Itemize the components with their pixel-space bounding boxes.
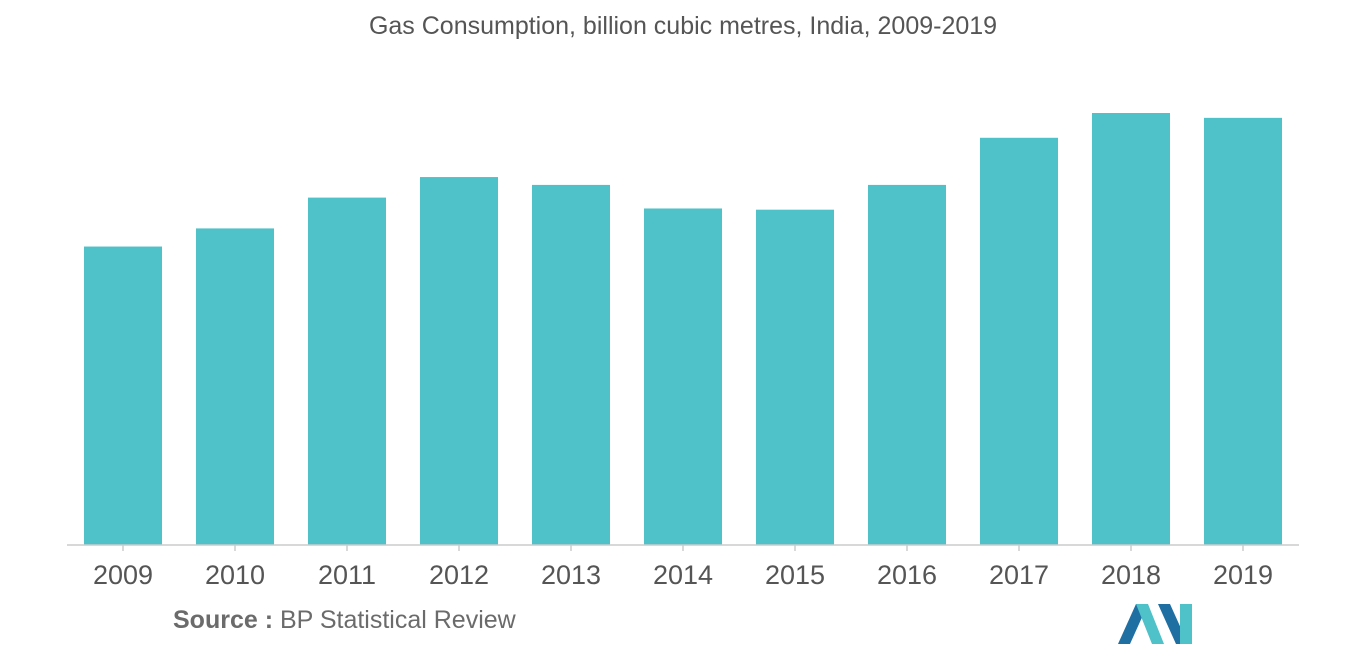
source-text: BP Statistical Review bbox=[279, 606, 516, 634]
mordor-intelligence-logo-icon bbox=[1118, 604, 1192, 644]
bar-2017 bbox=[980, 137, 1058, 545]
x-tick-label-2010: 2010 bbox=[205, 560, 265, 590]
x-tick-label-2009: 2009 bbox=[93, 560, 153, 590]
tick-labels-layer: 2009 2010 2011 2012 2013 2014 2015 2016 2017 2018… bbox=[93, 560, 1273, 590]
bar-2011 bbox=[308, 197, 386, 545]
bar-2010 bbox=[196, 228, 274, 545]
x-tick-label-2019: 2019 bbox=[1213, 560, 1273, 590]
x-tick-label-2014: 2014 bbox=[653, 560, 713, 590]
bar-2013 bbox=[532, 184, 610, 545]
bar-2014 bbox=[644, 208, 722, 545]
x-tick-label-2016: 2016 bbox=[877, 560, 937, 590]
bar-2009 bbox=[84, 246, 162, 545]
source-label: Source : bbox=[173, 606, 274, 634]
chart-title: Gas Consumption, billion cubic metres, I… bbox=[368, 12, 998, 40]
source-note: Source : BP Statistical Review bbox=[173, 606, 516, 635]
bars-layer bbox=[84, 113, 1282, 546]
x-tick-label-2012: 2012 bbox=[429, 560, 489, 590]
logo-shape-mid bbox=[1136, 604, 1164, 644]
x-tick-label-2017: 2017 bbox=[989, 560, 1049, 590]
x-tick-label-2015: 2015 bbox=[765, 560, 825, 590]
x-tick-label-2018: 2018 bbox=[1101, 560, 1161, 590]
logo-shape-bar bbox=[1180, 604, 1192, 644]
ticks-layer bbox=[122, 545, 1244, 551]
bar-2018 bbox=[1092, 113, 1170, 545]
bar-2012 bbox=[420, 177, 498, 545]
bar-2016 bbox=[868, 184, 946, 545]
x-tick-label-2013: 2013 bbox=[541, 560, 601, 590]
bar-2019 bbox=[1204, 117, 1282, 546]
bar-2015 bbox=[756, 209, 834, 545]
x-tick-label-2011: 2011 bbox=[318, 560, 376, 590]
